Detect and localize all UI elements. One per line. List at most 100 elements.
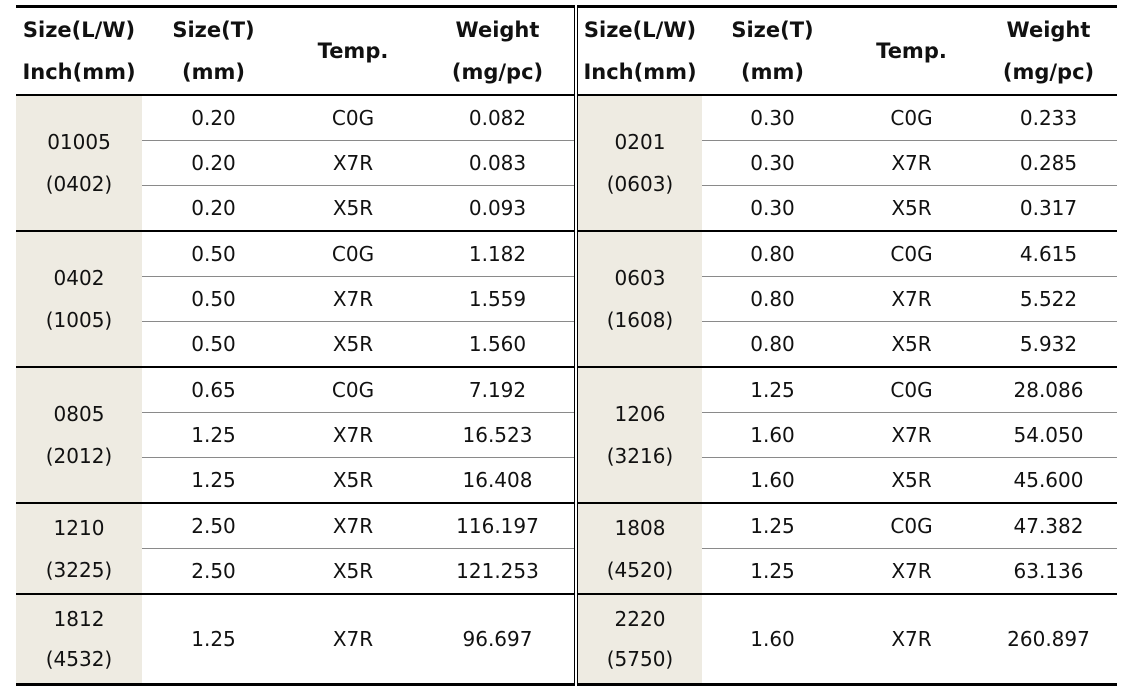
thickness-cell: 1.25 xyxy=(142,412,285,458)
size-cell-left: 0805 (2012) xyxy=(16,366,142,503)
temp-cell: C0G xyxy=(843,94,980,141)
header-temp-left: Temp. xyxy=(285,6,421,96)
size-metric: (5750) xyxy=(606,647,674,671)
weight-cell: 116.197 xyxy=(421,502,576,549)
thickness-cell: 1.25 xyxy=(702,366,843,413)
temp-cell: X5R xyxy=(843,457,980,503)
thickness-cell: 1.25 xyxy=(142,457,285,503)
table-row: 1812 (4532) 1.25 X7R 96.697 2220 (5750) 1.… xyxy=(16,593,1117,685)
temp-cell: X7R xyxy=(285,593,421,685)
size-cell-right: 1206 (3216) xyxy=(574,366,702,503)
header-size-t-left: Size(T) (mm) xyxy=(142,6,285,96)
temp-cell: X5R xyxy=(285,548,421,594)
size-metric: (2012) xyxy=(45,444,113,468)
size-cell-right: 2220 (5750) xyxy=(574,593,702,685)
header-line: Size(L/W) xyxy=(583,18,697,42)
weight-cell: 28.086 xyxy=(980,366,1117,413)
temp-cell: X5R xyxy=(843,321,980,367)
table-row: 0.50 X7R 1.559 0.80 X7R 5.522 xyxy=(16,276,1117,322)
header-temp-right: Temp. xyxy=(843,6,980,96)
table-row: 01005 (0402) 0.20 C0G 0.082 0201 (0603) 0.… xyxy=(16,94,1117,231)
size-cell-right: 0201 (0603) xyxy=(574,94,702,231)
size-metric: (0603) xyxy=(606,172,674,196)
thickness-cell: 1.60 xyxy=(702,412,843,458)
size-metric: (3225) xyxy=(45,557,113,582)
size-metric: (1005) xyxy=(45,308,113,332)
table-row: 1.25 X7R 16.523 1.60 X7R 54.050 xyxy=(16,412,1117,458)
thickness-cell: 0.20 xyxy=(142,94,285,141)
weight-cell: 47.382 xyxy=(980,502,1117,549)
weight-cell: 16.408 xyxy=(421,457,576,503)
temp-cell: X5R xyxy=(285,321,421,367)
weight-cell: 0.285 xyxy=(980,140,1117,186)
weight-cell: 121.253 xyxy=(421,548,576,594)
weight-cell: 7.192 xyxy=(421,366,576,413)
temp-cell: C0G xyxy=(843,230,980,277)
table-row: 0.20 X5R 0.093 0.30 X5R 0.317 xyxy=(16,185,1117,231)
weight-cell: 96.697 xyxy=(421,593,576,685)
weight-cell: 5.522 xyxy=(980,276,1117,322)
thickness-cell: 1.60 xyxy=(702,593,843,685)
thickness-cell: 0.50 xyxy=(142,230,285,277)
size-cell-right: 0603 (1608) xyxy=(574,230,702,367)
size-code: 1210 xyxy=(53,515,105,540)
weight-cell: 5.932 xyxy=(980,321,1117,367)
temp-cell: X7R xyxy=(843,593,980,685)
size-cell-left: 01005 (0402) xyxy=(16,94,142,231)
size-code: 0201 xyxy=(614,130,666,154)
temp-cell: X7R xyxy=(843,412,980,458)
temp-cell: X7R xyxy=(285,412,421,458)
weight-cell: 4.615 xyxy=(980,230,1117,277)
weight-cell: 0.083 xyxy=(421,140,576,186)
temp-cell: C0G xyxy=(285,366,421,413)
size-metric: (4532) xyxy=(45,647,113,671)
weight-cell: 0.233 xyxy=(980,94,1117,141)
weight-cell: 0.317 xyxy=(980,185,1117,231)
header-line: Inch(mm) xyxy=(22,60,136,84)
weight-cell: 0.082 xyxy=(421,94,576,141)
thickness-cell: 0.30 xyxy=(702,94,843,141)
size-metric: (4520) xyxy=(606,557,674,582)
thickness-cell: 1.25 xyxy=(702,502,843,549)
thickness-cell: 1.25 xyxy=(702,548,843,594)
temp-cell: X7R xyxy=(285,502,421,549)
header-line: (mg/pc) xyxy=(451,60,544,84)
size-code: 1206 xyxy=(614,402,666,426)
thickness-cell: 0.30 xyxy=(702,140,843,186)
weight-cell: 1.182 xyxy=(421,230,576,277)
header-row: Size(L/W) Inch(mm) Size(T) (mm) Temp. Weig… xyxy=(16,6,1117,96)
temp-cell: X7R xyxy=(843,276,980,322)
table-body: 01005 (0402) 0.20 C0G 0.082 0201 (0603) 0.… xyxy=(16,94,1117,685)
weight-cell: 63.136 xyxy=(980,548,1117,594)
temp-cell: X7R xyxy=(843,548,980,594)
size-code: 1808 xyxy=(614,515,666,540)
header-line: Temp. xyxy=(876,39,947,63)
size-code: 01005 xyxy=(47,130,111,154)
header-size-t-right: Size(T) (mm) xyxy=(702,6,843,96)
thickness-cell: 0.50 xyxy=(142,321,285,367)
temp-cell: C0G xyxy=(285,94,421,141)
header-line: Weight xyxy=(1006,18,1091,42)
thickness-cell: 1.25 xyxy=(142,593,285,685)
size-code: 0603 xyxy=(614,266,666,290)
size-code: 2220 xyxy=(614,607,666,631)
header-weight-right: Weight (mg/pc) xyxy=(980,6,1117,96)
table-row: 2.50 X5R 121.253 1.25 X7R 63.136 xyxy=(16,548,1117,594)
header-line: Size(L/W) xyxy=(22,18,136,42)
table-row: 1.25 X5R 16.408 1.60 X5R 45.600 xyxy=(16,457,1117,503)
size-cell-right: 1808 (4520) xyxy=(574,502,702,594)
size-code: 0402 xyxy=(53,266,105,290)
table-row: 0.20 X7R 0.083 0.30 X7R 0.285 xyxy=(16,140,1117,186)
weight-cell: 16.523 xyxy=(421,412,576,458)
table-header: Size(L/W) Inch(mm) Size(T) (mm) Temp. Weig… xyxy=(16,6,1117,96)
size-metric: (1608) xyxy=(606,308,674,332)
weight-cell: 260.897 xyxy=(980,593,1117,685)
temp-cell: X7R xyxy=(285,276,421,322)
temp-cell: C0G xyxy=(285,230,421,277)
header-line: Inch(mm) xyxy=(583,60,697,84)
header-line: (mg/pc) xyxy=(1002,60,1095,84)
thickness-cell: 0.30 xyxy=(702,185,843,231)
header-line: Weight xyxy=(455,18,540,42)
thickness-cell: 1.60 xyxy=(702,457,843,503)
capacitor-weight-table: Size(L/W) Inch(mm) Size(T) (mm) Temp. Weig… xyxy=(16,5,1117,686)
